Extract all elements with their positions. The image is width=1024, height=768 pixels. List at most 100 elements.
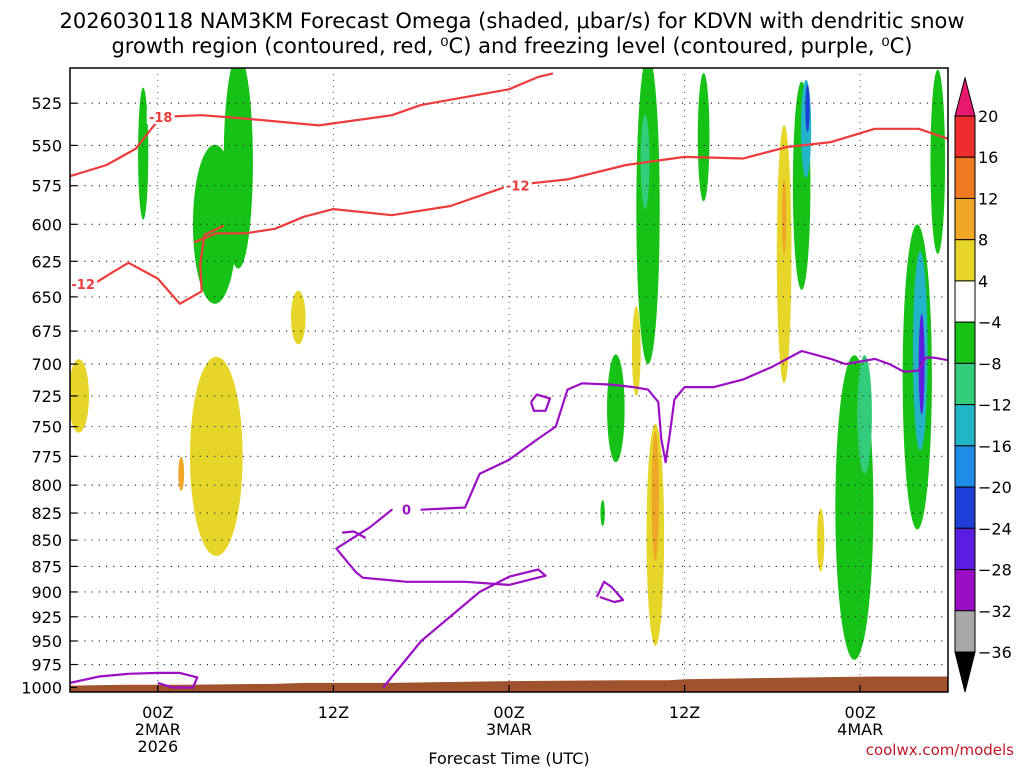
colorbar-swatch <box>954 156 976 199</box>
credit-text: coolwx.com/models <box>866 741 1014 759</box>
omega-region <box>223 68 253 269</box>
colorbar-label: −4 <box>978 313 1002 332</box>
colorbar-swatch <box>954 321 976 364</box>
x-tick-label: 12Z <box>318 703 349 722</box>
colorbar-swatch <box>954 445 976 488</box>
omega-region <box>781 179 787 255</box>
omega-region <box>651 431 659 562</box>
y-tick-label: 575 <box>31 177 62 196</box>
omega-region <box>70 359 90 433</box>
y-tick-label: 950 <box>31 632 62 651</box>
y-tick-label: 875 <box>31 557 62 576</box>
x-tick-label: 2026 <box>137 737 178 756</box>
colorbar-label: 20 <box>978 107 998 126</box>
y-tick-label: 625 <box>31 252 62 271</box>
y-tick-label: 700 <box>31 355 62 374</box>
omega-region <box>805 84 810 133</box>
contour-label-bg <box>70 277 98 292</box>
omega-region <box>138 87 149 220</box>
x-tick-label: 00Z <box>845 703 876 722</box>
chart-title-line2: growth region (contoured, red, ⁰C) and f… <box>111 34 912 58</box>
y-tick-label: 650 <box>31 288 62 307</box>
colorbar-swatch <box>954 115 976 158</box>
colorbar-label: 4 <box>978 272 988 291</box>
colorbar-swatch <box>954 197 976 241</box>
colorbar-cap-bottom <box>954 651 976 693</box>
omega-region <box>817 508 825 572</box>
contour-frz-0-ring2 <box>595 580 625 604</box>
colorbar-label: −32 <box>978 602 1012 621</box>
y-tick-label: 850 <box>31 531 62 550</box>
colorbar-swatch <box>954 486 976 529</box>
chart-title-line1: 2026030118 NAM3KM Forecast Omega (shaded… <box>59 9 964 33</box>
y-tick-label: 775 <box>31 447 62 466</box>
y-tick-label: 925 <box>31 608 62 627</box>
contour-dgz-12-upper <box>193 127 948 244</box>
contour-label-bg <box>392 502 421 517</box>
terrain <box>70 676 948 692</box>
omega-region <box>930 69 946 255</box>
contour-dgz-12-lower <box>70 224 225 305</box>
y-tick-label: 975 <box>31 656 62 675</box>
y-tick-label: 800 <box>31 476 62 495</box>
omega-region <box>178 456 185 491</box>
plot-area: -18 -12 -12 0 <box>70 68 948 692</box>
contour-frz-0-hook <box>342 530 367 539</box>
y-tick-label: 725 <box>31 387 62 406</box>
omega-region <box>600 499 605 527</box>
x-tick-label: 3MAR <box>486 720 532 739</box>
contour-frz-0-ring <box>529 393 552 412</box>
colorbar-swatch <box>954 280 976 323</box>
colorbar-label: 12 <box>978 189 998 208</box>
colorbar-swatch <box>954 569 976 612</box>
omega-region <box>857 355 872 474</box>
colorbar-swatch <box>954 404 976 447</box>
x-tick-label: 2MAR <box>135 720 181 739</box>
y-tick-label: 675 <box>31 322 62 341</box>
omega-region <box>290 290 306 345</box>
omega-region <box>189 356 243 556</box>
colorbar-label: −8 <box>978 354 1002 373</box>
omega-region <box>631 306 641 396</box>
x-axis-label: Forecast Time (UTC) <box>428 749 589 768</box>
colorbar-label: 16 <box>978 148 998 167</box>
colorbar-swatch <box>954 239 976 282</box>
colorbar-label: −20 <box>978 478 1012 497</box>
colorbar-label: −16 <box>978 437 1012 456</box>
y-tick-label: 900 <box>31 583 62 602</box>
y-tick-label: 1000 <box>21 678 62 697</box>
x-tick-label: 12Z <box>669 703 700 722</box>
omega-region <box>697 72 710 202</box>
colorbar-cap-top <box>954 76 976 117</box>
contour-label: -12 <box>506 180 530 195</box>
contour-frz-0-sfc <box>70 671 199 689</box>
colorbar-label: −36 <box>978 643 1012 662</box>
contour-label-bg <box>503 178 532 193</box>
y-tick-label: 550 <box>31 136 62 155</box>
omega-region <box>607 354 625 463</box>
x-tick-label: 00Z <box>142 703 173 722</box>
contour-label: 0 <box>402 504 411 519</box>
x-tick-label: 4MAR <box>837 720 883 739</box>
axes: 525 550 575 600 625 650 675 700 725 750 775 800 825 8… <box>21 67 949 756</box>
contour-label-bg <box>146 109 175 124</box>
colorbar-label: −24 <box>978 519 1012 538</box>
contour-label: -18 <box>149 111 173 126</box>
colorbar-swatch <box>954 610 976 653</box>
colorbar: 20 16 12 8 4 −4 −8 −12 −16 −20 −24 −28 −32 −36 <box>954 76 1012 693</box>
contour-frz-0-main <box>335 349 948 689</box>
colorbar-label: −28 <box>978 561 1012 580</box>
colorbar-label: −12 <box>978 396 1012 415</box>
colorbar-swatch <box>954 527 976 571</box>
contour-label: -12 <box>71 278 95 293</box>
omega-region <box>636 68 660 365</box>
colorbar-swatch <box>954 362 976 406</box>
y-tick-label: 750 <box>31 418 62 437</box>
y-tick-label: 825 <box>31 504 62 523</box>
contour-dgz-18 <box>70 72 554 178</box>
x-tick-label: 00Z <box>493 703 524 722</box>
colorbar-label: 8 <box>978 231 988 250</box>
y-tick-label: 600 <box>31 215 62 234</box>
y-tick-label: 525 <box>31 94 62 113</box>
